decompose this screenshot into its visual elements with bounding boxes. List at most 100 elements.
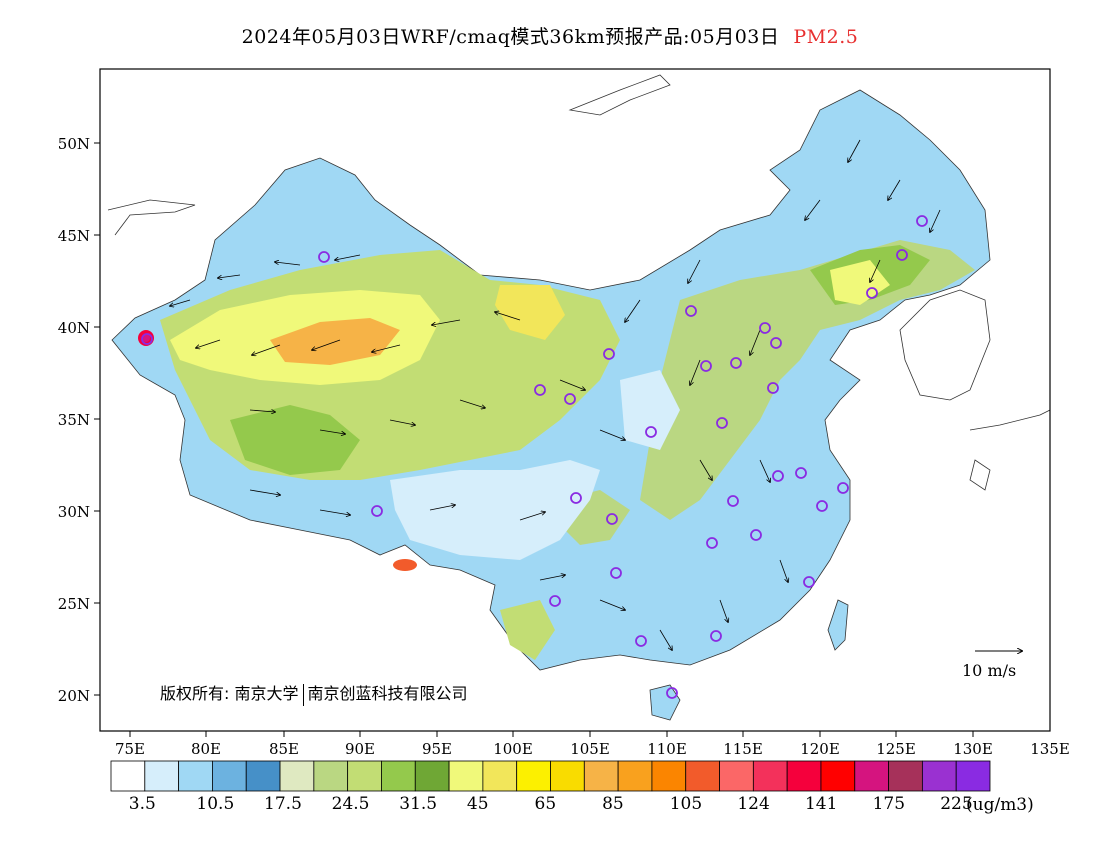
colorbar-swatch [955, 760, 991, 792]
wind-arrow [249, 410, 275, 412]
title-pollutant: PM2.5 [793, 26, 859, 48]
colorbar-tick-label: 17.5 [264, 794, 302, 814]
site-circle-icon [603, 348, 615, 360]
colorbar-swatch [313, 760, 349, 792]
site-circle-icon [866, 287, 878, 299]
site-circle-icon [710, 630, 722, 642]
wind-arrow [779, 559, 788, 582]
lon-label: 95E [422, 740, 452, 758]
wind-arrow [319, 429, 345, 434]
site-circle-icon [685, 305, 697, 317]
wind-arrow [335, 254, 361, 260]
colorbar [110, 760, 991, 792]
site-circle-icon [727, 495, 739, 507]
map-title: 2024年05月03日WRF/cmaq模式36km预报产品:05月03日 PM2.… [0, 22, 1100, 49]
lat-label: 50N [58, 135, 90, 153]
map-frame [99, 68, 1051, 732]
site-circle-icon [795, 467, 807, 479]
lon-label: 80E [191, 740, 221, 758]
lon-labels: 75E 80E 85E 90E 95E 100E 105E 110E 115E … [115, 740, 1070, 758]
colorbar-tick-label: 31.5 [399, 794, 438, 814]
colorbar-tick-label: 105 [669, 794, 703, 814]
hotspot-south [393, 559, 417, 571]
land-japan [969, 409, 1050, 491]
lon-label: 75E [115, 740, 145, 758]
site-markers [141, 215, 928, 699]
lon-label: 120E [800, 740, 840, 758]
land-russia-coast [107, 74, 671, 236]
site-circle-icon [896, 249, 908, 261]
wind-arrow [196, 339, 221, 348]
wind-arrow [275, 262, 301, 266]
site-circle-icon [645, 426, 657, 438]
title-main: 2024年05月03日WRF/cmaq模式36km预报产品:05月03日 [241, 26, 780, 48]
site-circle-icon [816, 500, 828, 512]
hotspot-west-core [142, 334, 150, 342]
lat-label: 20N [58, 687, 90, 705]
colorbar-tick-label: 45 [466, 794, 489, 814]
wind-arrow [625, 299, 641, 322]
wind-vector-field [170, 139, 941, 650]
colorbar-swatch [482, 760, 518, 792]
site-circle-icon [635, 635, 647, 647]
wind-arrow [690, 359, 701, 385]
wind-arrow [312, 339, 341, 350]
colorbar-tick-label: 65 [534, 794, 557, 814]
wind-arrow [170, 299, 191, 306]
site-circle-icon [716, 417, 728, 429]
colorbar-swatch [212, 760, 247, 792]
colorbar-tick-label: 10.5 [196, 794, 235, 814]
colorbar-tick-label: 24.5 [331, 794, 370, 814]
colorbar-swatch [144, 760, 180, 792]
site-circle-icon [730, 357, 742, 369]
wind-arrow [319, 509, 350, 515]
site-circle-icon [767, 382, 779, 394]
field-clean-sw [390, 460, 600, 560]
wind-arrow [495, 312, 521, 321]
colorbar-swatch [583, 760, 619, 792]
colorbar-tick-label: 124 [737, 794, 770, 814]
wind-arrow [750, 329, 761, 355]
site-circle-icon [549, 595, 561, 607]
copyright-org2: 南京创蓝科技有限公司 [307, 684, 468, 703]
site-circle-icon [610, 567, 622, 579]
wind-arrow [688, 259, 701, 283]
colorbar-swatch [685, 760, 720, 792]
lon-label: 105E [570, 740, 610, 758]
colorbar-swatch [381, 760, 416, 792]
wind-arrow [699, 459, 712, 480]
lon-label: 85E [269, 740, 299, 758]
wind-arrow [659, 629, 672, 650]
lon-label: 110E [647, 740, 687, 758]
site-circle-icon [770, 337, 782, 349]
lat-labels: 50N 45N 40N 35N 30N 25N 20N [58, 135, 90, 705]
wind-arrow [870, 259, 881, 282]
axis-ticks [94, 142, 974, 737]
wind-arrow [930, 209, 941, 232]
copyright-org1: 南京大学 [234, 684, 299, 703]
colorbar-swatch [752, 760, 788, 792]
copyright-divider [302, 683, 304, 706]
colorbar-swatch [719, 760, 754, 792]
colorbar-swatch [279, 760, 315, 792]
wind-arrow [459, 399, 485, 408]
colorbar-swatch [617, 760, 653, 792]
site-circle-icon [318, 251, 330, 263]
wind-arrow [519, 512, 545, 521]
lat-label: 25N [58, 595, 90, 613]
colorbar-tick-label: 175 [872, 794, 906, 814]
wind-reference-label: 10 m/s [962, 661, 1017, 680]
wind-arrow [805, 199, 821, 220]
wind-arrow [719, 599, 728, 622]
wind-arrow [389, 419, 415, 425]
site-circle-icon [371, 505, 383, 517]
wind-arrow [599, 599, 625, 610]
site-circle-icon [750, 529, 762, 541]
colorbar-swatch [245, 760, 281, 792]
colorbar-swatch [786, 760, 822, 792]
colorbar-tick-label: 225 [940, 794, 973, 814]
lat-label: 40N [58, 319, 90, 337]
colorbar-tick-label: 3.5 [128, 794, 156, 814]
land-hainan [649, 684, 681, 721]
